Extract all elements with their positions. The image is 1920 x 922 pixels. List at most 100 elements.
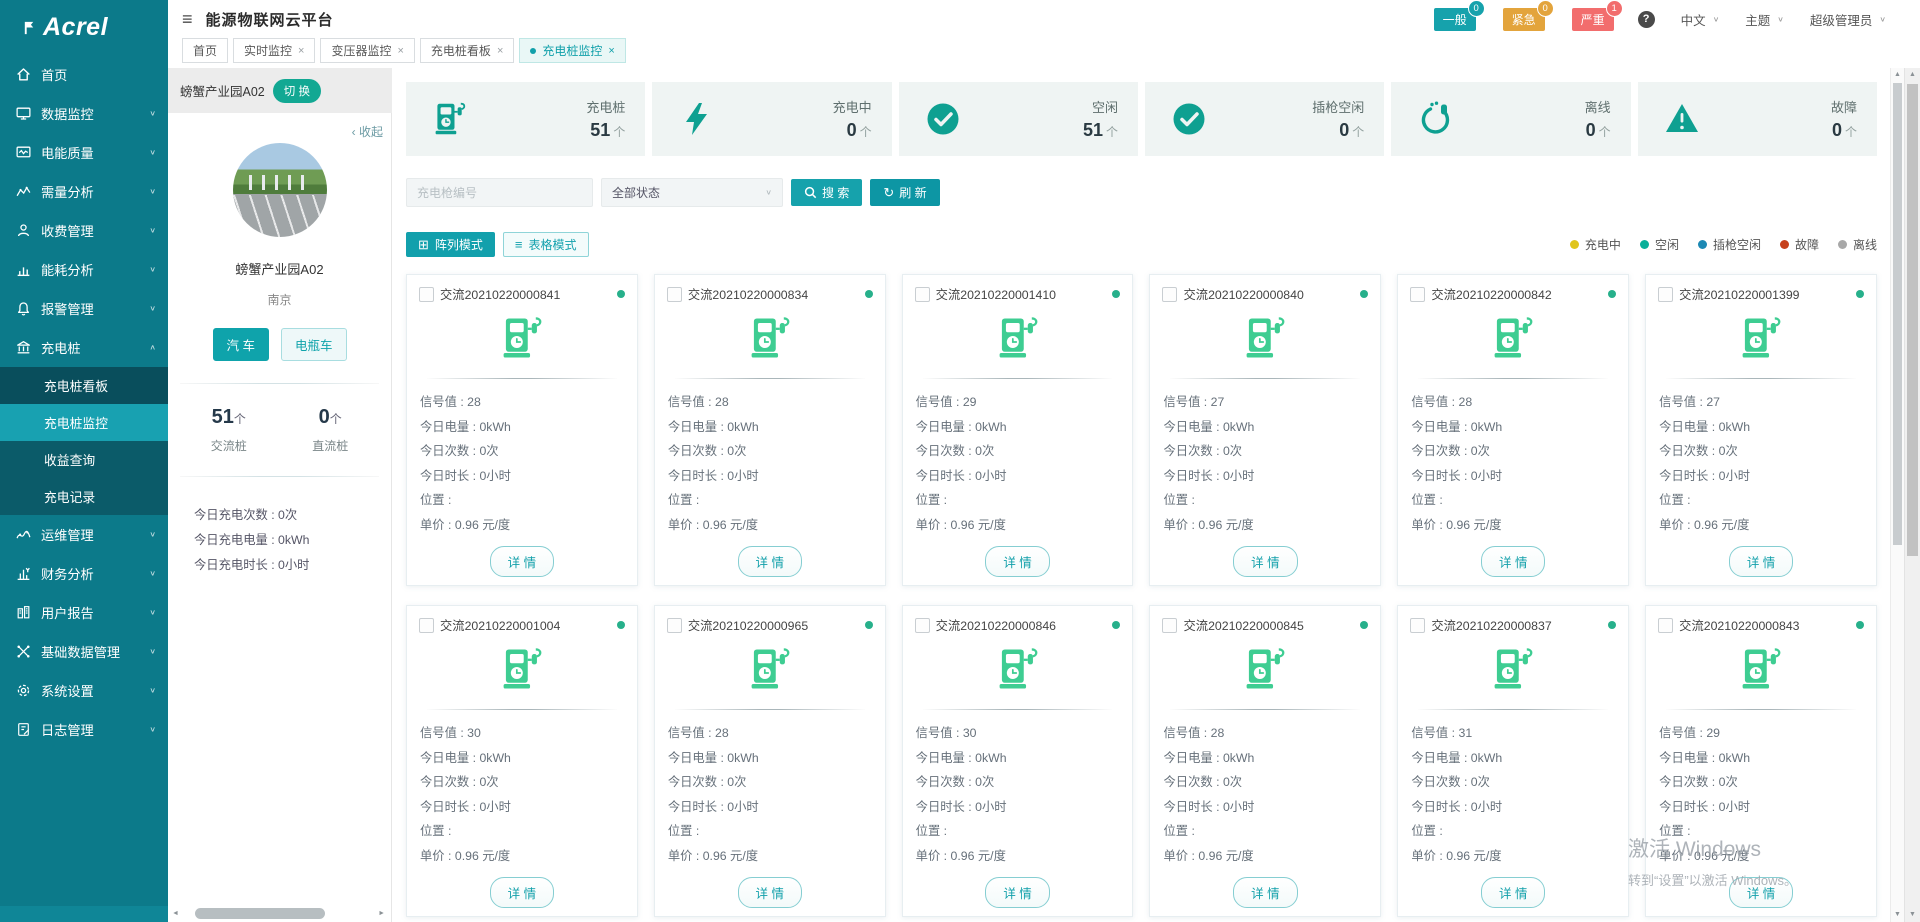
detail-button[interactable]: 详 情 [1481, 877, 1546, 908]
sidebar-item[interactable]: 基础数据管理 ∨ [0, 632, 168, 671]
pile-checkbox[interactable] [666, 617, 682, 633]
menu-toggle-icon[interactable]: ≡ [182, 8, 193, 29]
search-button[interactable]: 搜 索 [791, 179, 863, 206]
sidebar-item[interactable]: 数据监控 ∨ [0, 94, 168, 133]
scrollbar-thumb[interactable] [1907, 84, 1918, 556]
help-icon[interactable]: ? [1637, 10, 1655, 28]
vehicle-type-button[interactable]: 汽 车 [212, 328, 269, 361]
tab[interactable]: 变压器监控 × [320, 38, 415, 63]
tab[interactable]: 充电桩监控 × [519, 38, 626, 63]
view-mode-button[interactable]: ⊞ 阵列模式 [406, 232, 495, 257]
scroll-down-icon[interactable]: ▼ [1894, 911, 1901, 918]
detail-button[interactable]: 详 情 [489, 877, 555, 908]
sidebar-item-icon [15, 222, 32, 239]
pile-energy-row: 今日电量0kWh [1659, 746, 1863, 771]
browser-vertical-scrollbar[interactable]: ▲ ▼ [1904, 68, 1920, 922]
pile-energy-row: 今日电量0kWh [916, 415, 1120, 440]
sidebar-item[interactable]: 充电桩看板 [0, 367, 168, 404]
scroll-left-icon[interactable]: ◄ [172, 910, 179, 917]
sidebar-item[interactable]: 报警管理 ∨ [0, 289, 168, 328]
language-dropdown[interactable]: 中文 ∨ [1681, 10, 1720, 29]
alarm-badge[interactable]: 紧急 0 [1502, 0, 1554, 31]
search-icon [804, 186, 817, 199]
sidebar-item[interactable]: 收费管理 ∨ [0, 211, 168, 250]
scroll-down-icon[interactable]: ▼ [1909, 911, 1916, 918]
detail-button[interactable]: 详 情 [985, 546, 1050, 577]
pile-checkbox[interactable] [1410, 617, 1426, 633]
scroll-right-icon[interactable]: ► [378, 910, 385, 917]
pile-checkbox[interactable] [1162, 617, 1178, 633]
refresh-button[interactable]: 刷 新 [870, 179, 940, 206]
collapse-panel-link[interactable]: 收起 [352, 123, 383, 140]
sidebar-item[interactable]: 首页 [0, 55, 168, 94]
detail-button[interactable]: 详 情 [1233, 546, 1298, 577]
detail-button[interactable]: 详 情 [1233, 877, 1298, 908]
tab[interactable]: 充电桩看板 × [419, 38, 515, 63]
detail-button[interactable]: 详 情 [1481, 546, 1546, 577]
sidebar-item[interactable]: 运维管理 ∨ [0, 515, 168, 554]
scroll-up-icon[interactable]: ▲ [1909, 71, 1916, 78]
pile-checkbox[interactable] [419, 286, 434, 302]
detail-button[interactable]: 详 情 [1728, 877, 1794, 908]
pile-stat-value: 0个 [318, 406, 342, 428]
today-stat-value: 0小时 [278, 558, 310, 572]
pile-checkbox[interactable] [1410, 286, 1426, 302]
theme-dropdown[interactable]: 主题 ∨ [1745, 10, 1784, 29]
detail-button[interactable]: 详 情 [1728, 546, 1794, 577]
tab-close-icon[interactable]: × [397, 44, 404, 57]
tab-close-icon[interactable]: × [298, 44, 305, 57]
status-select[interactable]: 全部状态 ∨ [601, 178, 783, 207]
pile-checkbox[interactable] [914, 286, 930, 302]
pile-status-dot [1608, 621, 1617, 629]
pile-signal-row: 信号值30 [420, 721, 624, 746]
sidebar-item[interactable]: 充电记录 [0, 478, 168, 515]
pile-checkbox[interactable] [1162, 286, 1178, 302]
sidebar-item[interactable]: 需量分析 ∨ [0, 172, 168, 211]
pile-card-header: 交流20210220000842 [1410, 285, 1617, 303]
charging-pile-icon [667, 315, 873, 366]
summary-card-icon [678, 101, 714, 137]
detail-button[interactable]: 详 情 [737, 546, 802, 577]
user-dropdown[interactable]: 超级管理员 ∨ [1810, 10, 1886, 29]
summary-card-label: 空闲 [1091, 100, 1118, 115]
inner-vertical-scrollbar[interactable]: ▲ ▼ [1890, 68, 1904, 922]
summary-card: 空闲 51 个 [898, 82, 1138, 156]
alarm-badge[interactable]: 一般 0 [1433, 0, 1485, 31]
topbar-right: 一般 0 紧急 0 严重 1 ? 中文 ∨ 主题 [1407, 0, 1886, 31]
sidebar-item[interactable]: 电能质量 ∨ [0, 133, 168, 172]
sidebar-item[interactable]: 收益查询 [0, 441, 168, 478]
gun-number-input[interactable] [406, 178, 593, 207]
pile-count-row: 今日次数0次 [1659, 770, 1863, 795]
alarm-badge[interactable]: 严重 1 [1571, 0, 1623, 31]
vehicle-type-button[interactable]: 电瓶车 [280, 328, 347, 361]
sidebar-item[interactable]: 充电桩监控 [0, 404, 168, 441]
tab-label: 充电桩监控 [542, 44, 603, 58]
tab-close-icon[interactable]: × [608, 44, 615, 57]
pile-price-row: 单价0.96 元/度 [1411, 844, 1615, 869]
pile-checkbox[interactable] [1658, 286, 1674, 302]
view-mode-button[interactable]: ≡ 表格模式 [502, 232, 589, 257]
tab-close-icon[interactable]: × [496, 44, 504, 57]
detail-button[interactable]: 详 情 [737, 877, 802, 908]
pile-checkbox[interactable] [914, 617, 930, 633]
detail-button[interactable]: 详 情 [985, 877, 1050, 908]
sidebar-item[interactable]: 日志管理 ∨ [0, 710, 168, 749]
scrollbar-thumb[interactable] [1893, 83, 1902, 545]
sidebar-item[interactable]: 财务分析 ∨ [0, 554, 168, 593]
sidebar-item[interactable]: 用户报告 ∨ [0, 593, 168, 632]
tab[interactable]: 实时监控 × [233, 38, 316, 63]
sidebar-item[interactable]: 系统设置 ∨ [0, 671, 168, 710]
charging-pile-icon [1658, 315, 1864, 366]
detail-button[interactable]: 详 情 [489, 546, 555, 577]
sidebar-item[interactable]: 充电桩 ∧ [0, 328, 168, 367]
scrollbar-track[interactable] [181, 908, 376, 919]
pile-checkbox[interactable] [1658, 617, 1674, 633]
pile-checkbox[interactable] [419, 617, 434, 633]
tab[interactable]: 首页 [182, 38, 229, 63]
pile-checkbox[interactable] [666, 286, 682, 302]
switch-station-button[interactable]: 切 换 [272, 78, 321, 103]
scroll-up-icon[interactable]: ▲ [1894, 71, 1901, 78]
sidebar-item[interactable]: 能耗分析 ∨ [0, 250, 168, 289]
scrollbar-thumb[interactable] [194, 908, 325, 919]
